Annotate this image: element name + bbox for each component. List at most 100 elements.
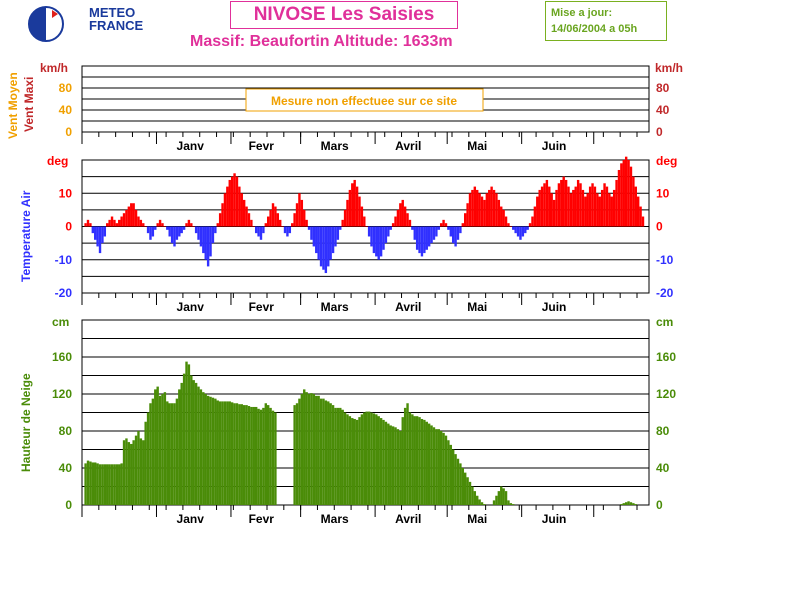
snow-bar [146, 412, 150, 505]
temperature-bar [329, 226, 332, 260]
temperature-bar [319, 226, 323, 267]
temperature-bar [166, 226, 169, 230]
temperature-bar [235, 176, 239, 227]
snow-month-label: Avril [395, 512, 421, 526]
snow-bar [363, 412, 366, 505]
snow-bar [259, 409, 263, 505]
logo-text-france: FRANCE [89, 18, 144, 33]
temperature-bar [466, 203, 469, 227]
temperature-bar [247, 213, 251, 227]
update-label: Mise a jour: [551, 7, 613, 19]
snow-bar [271, 410, 275, 505]
temperature-bar [406, 213, 409, 227]
snow-bar [372, 413, 376, 505]
snow-bar [634, 504, 637, 505]
snow-bar [192, 380, 195, 505]
snow-bar [139, 438, 143, 505]
snow-bar [242, 405, 246, 505]
temperature-bar [327, 226, 330, 267]
temperature-bar [370, 226, 373, 247]
temperature-bar [233, 173, 236, 227]
temperature-month-label: Mai [467, 300, 487, 314]
wind-month-label: Avril [395, 139, 421, 153]
snow-bar [418, 417, 421, 505]
temperature-bar [305, 219, 308, 227]
snow-bar [329, 403, 332, 505]
temperature-bar [365, 226, 368, 227]
snow-ytick-left: 120 [52, 387, 72, 401]
snow-bar [351, 418, 354, 505]
temperature-bar [394, 216, 397, 227]
snow-bar [269, 407, 272, 505]
snow-bar [89, 461, 92, 505]
temperature-bar [113, 219, 116, 227]
snow-bar [120, 463, 123, 505]
snow-bar [137, 431, 140, 505]
snow-bar [512, 504, 515, 505]
snow-bar [627, 501, 630, 505]
temperature-bar [569, 193, 573, 227]
snow-bar [127, 442, 131, 505]
temperature-bar [420, 226, 424, 257]
snow-chart: 0 0 40 40 80 80 120 120 160 160 Janv Fevr Mars Avril M… [19, 315, 676, 526]
snow-bar [262, 407, 265, 505]
temperature-unit-left: deg [47, 154, 68, 168]
temperature-bar [480, 196, 484, 227]
snow-bar [228, 401, 231, 505]
snow-bar [94, 462, 97, 505]
snow-bar [504, 491, 508, 505]
temperature-bar [425, 226, 428, 250]
temperature-bar [512, 226, 515, 230]
temperature-bar [173, 226, 176, 247]
temperature-bar [495, 193, 498, 227]
temperature-bar [584, 196, 587, 227]
snow-bar [254, 406, 258, 505]
snow-bar [382, 419, 385, 505]
temperature-bar [608, 193, 611, 227]
snow-ytick-left: 0 [65, 498, 72, 512]
temperature-bar [377, 226, 380, 260]
temperature-bar [598, 196, 601, 227]
wind-mean-axis-label: Vent Moyen [6, 72, 20, 139]
temperature-bar [536, 196, 539, 227]
snow-bar [310, 393, 313, 505]
snow-bar [168, 403, 171, 505]
meteo-france-logo: METEO FRANCE [26, 4, 143, 44]
snow-bar [413, 416, 416, 505]
snow-bar [322, 398, 325, 505]
temperature-bar [127, 206, 131, 227]
temperature-bar [175, 226, 179, 240]
temperature-bar [399, 203, 402, 227]
temperature-bar [449, 226, 452, 237]
temperature-bar [250, 219, 253, 227]
temperature-bar [634, 186, 637, 227]
temperature-bar [617, 169, 621, 227]
temperature-ytick-right: -10 [656, 253, 674, 267]
snow-bar [394, 427, 397, 505]
temperature-bar [170, 226, 174, 244]
snow-bar [315, 395, 318, 505]
snow-bar [391, 426, 395, 505]
temperature-bar [322, 226, 325, 270]
snow-bar [358, 417, 361, 505]
temperature-bar [86, 219, 90, 227]
temperature-bar [552, 199, 556, 227]
wind-ytick-left: 80 [59, 81, 73, 95]
snow-bar [206, 395, 210, 505]
snow-bar [110, 464, 114, 505]
snow-bar [459, 463, 462, 505]
temperature-bar [622, 160, 625, 227]
snow-bar [461, 468, 465, 505]
temperature-bar [557, 183, 561, 227]
temperature-bar [281, 226, 284, 227]
snow-bar [233, 403, 236, 505]
temperature-bar [317, 226, 320, 260]
temperature-bar [353, 179, 356, 227]
snow-bar [149, 403, 152, 505]
temperature-bar [432, 226, 436, 240]
temperature-bar [435, 226, 438, 237]
snow-bar [367, 411, 371, 505]
snow-bar [495, 495, 498, 505]
temperature-bar [538, 189, 541, 227]
temperature-bar [154, 226, 157, 230]
